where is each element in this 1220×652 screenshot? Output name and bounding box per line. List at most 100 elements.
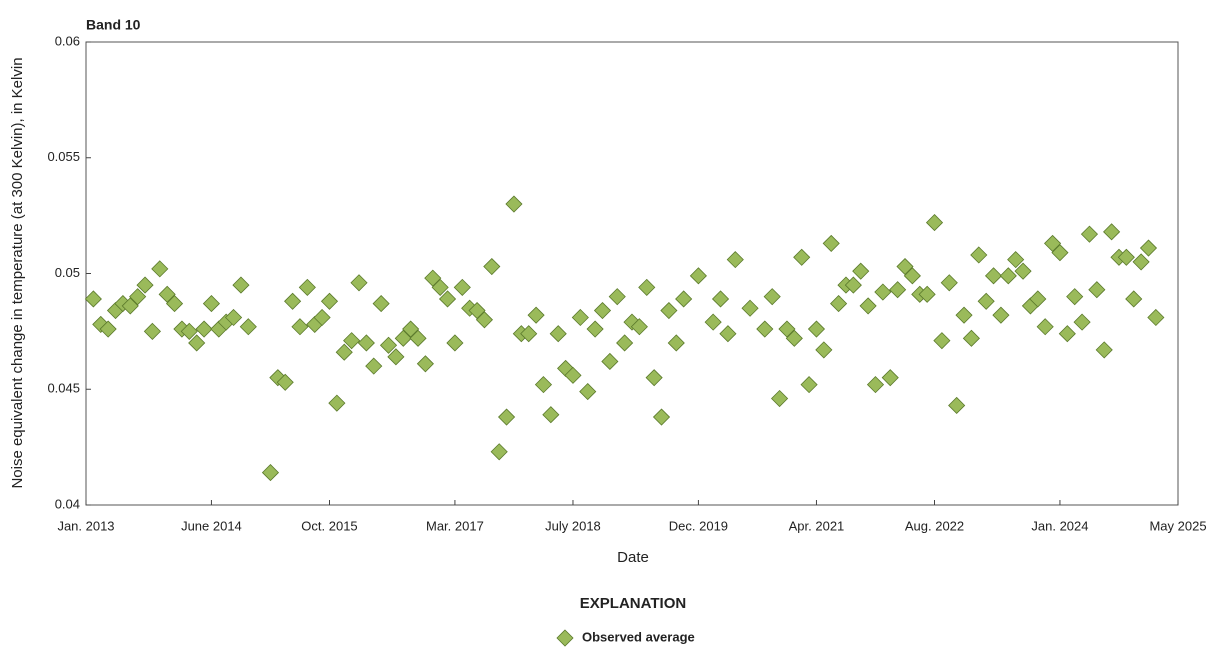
data-point <box>940 274 958 292</box>
data-point <box>859 297 877 315</box>
data-point <box>357 334 375 352</box>
data-point <box>675 290 693 308</box>
data-point <box>1073 313 1091 331</box>
data-point <box>1051 244 1069 262</box>
data-point <box>977 292 995 310</box>
legend-marker <box>556 629 574 647</box>
data-point <box>800 376 818 394</box>
data-point <box>291 318 309 336</box>
data-point <box>475 311 493 329</box>
data-point <box>807 320 826 338</box>
data-point <box>763 288 781 306</box>
data-point <box>903 267 921 285</box>
data-point <box>379 336 398 354</box>
data-point <box>830 295 848 313</box>
data-point <box>1036 318 1054 336</box>
chart-title: Band 10 <box>86 17 141 33</box>
data-point <box>365 357 383 375</box>
data-point <box>158 285 176 303</box>
data-point <box>608 288 626 306</box>
data-point <box>1058 325 1076 343</box>
x-tick-label: Dec. 2019 <box>669 518 728 533</box>
data-point <box>505 195 523 213</box>
data-point <box>785 329 803 347</box>
data-point <box>276 373 294 391</box>
data-point <box>874 283 892 301</box>
data-point <box>84 290 102 308</box>
data-point <box>121 297 139 315</box>
data-point <box>1066 288 1084 306</box>
x-tick-label: Aug. 2022 <box>905 518 964 533</box>
x-tick-label: Apr. 2021 <box>789 518 845 533</box>
data-point <box>520 325 538 343</box>
data-point <box>593 301 612 320</box>
data-point <box>630 318 648 336</box>
data-point <box>962 329 980 347</box>
x-tick-label: Oct. 2015 <box>301 518 357 533</box>
data-point <box>195 320 213 338</box>
y-tick-label: 0.045 <box>47 381 80 396</box>
data-point <box>468 301 486 320</box>
y-tick-label: 0.06 <box>55 33 80 48</box>
data-point <box>335 343 353 361</box>
data-point <box>844 276 862 294</box>
data-point <box>350 274 368 292</box>
data-point <box>660 301 678 320</box>
data-point <box>852 262 870 280</box>
data-point <box>652 408 671 426</box>
data-point <box>601 352 619 371</box>
data-point <box>1132 253 1150 271</box>
data-point <box>1117 248 1135 266</box>
data-point <box>136 276 154 294</box>
data-point <box>881 369 899 387</box>
data-point <box>453 278 471 296</box>
data-point <box>866 376 885 394</box>
data-point <box>564 366 582 384</box>
data-point <box>889 281 907 299</box>
data-point <box>1044 234 1062 252</box>
data-point <box>711 290 730 308</box>
data-point <box>638 278 656 296</box>
data-point <box>387 348 405 366</box>
data-point <box>726 251 744 269</box>
data-point <box>970 246 988 264</box>
data-point <box>542 406 560 424</box>
x-axis-label: Date <box>617 549 649 566</box>
data-point <box>261 464 280 482</box>
data-point <box>239 318 257 336</box>
data-point <box>483 257 501 276</box>
data-point <box>1139 239 1158 257</box>
data-point <box>896 257 914 276</box>
data-point <box>571 308 589 327</box>
data-point <box>1147 308 1165 327</box>
data-point <box>534 376 553 394</box>
legend-label: Observed average <box>582 629 695 644</box>
legend-title: EXPLANATION <box>580 595 686 612</box>
legend: Observed average <box>556 629 695 647</box>
data-point <box>955 306 973 324</box>
data-point <box>667 334 685 352</box>
data-point <box>320 292 339 310</box>
data-point <box>298 278 316 296</box>
data-point <box>498 408 516 426</box>
data-point <box>1080 225 1099 243</box>
x-tick-label: Jan. 2013 <box>57 518 114 533</box>
data-point <box>343 332 361 350</box>
data-point <box>402 320 420 338</box>
data-point <box>431 278 449 296</box>
y-tick-label: 0.04 <box>55 496 80 511</box>
data-point <box>1029 290 1047 308</box>
data-point <box>815 341 833 359</box>
data-point <box>704 313 722 331</box>
data-point <box>645 369 663 387</box>
data-point <box>999 267 1017 285</box>
data-point <box>925 214 944 232</box>
data-point <box>372 295 390 313</box>
data-point <box>490 443 508 461</box>
x-tick-label: Jan. 2024 <box>1031 518 1088 533</box>
data-point <box>719 325 737 343</box>
data-point <box>313 308 331 327</box>
data-point <box>756 320 774 338</box>
x-tick-label: Mar. 2017 <box>426 518 484 533</box>
data-point <box>416 355 434 373</box>
